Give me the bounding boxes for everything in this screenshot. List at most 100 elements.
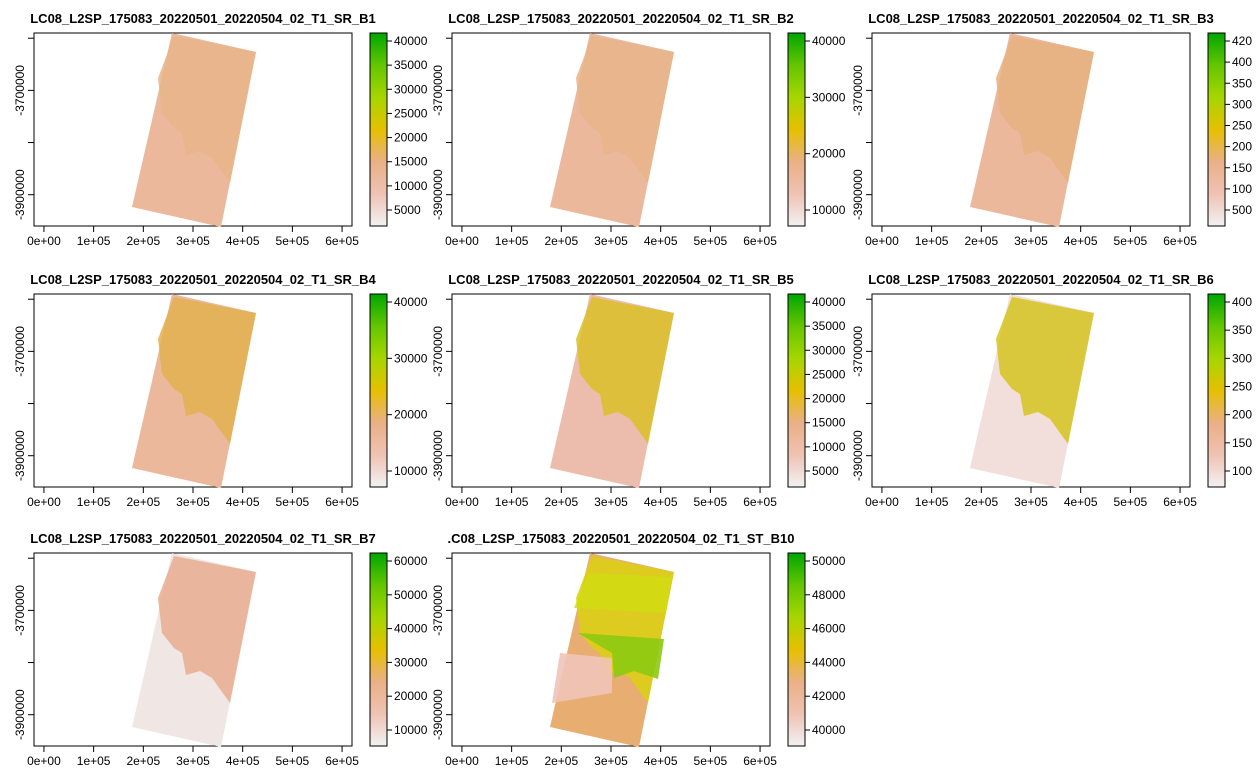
legend-tick-label: 46000 bbox=[812, 622, 846, 636]
legend-tick-label: 50000 bbox=[812, 554, 846, 568]
x-tick-label: 3e+05 bbox=[176, 754, 210, 768]
legend-colorbar bbox=[369, 32, 388, 227]
x-tick-label: 5e+05 bbox=[694, 234, 728, 248]
y-tick-label: -3900000 bbox=[431, 689, 445, 740]
legend-tick-label: 200 bbox=[1232, 140, 1252, 154]
x-tick-label: 0e+00 bbox=[445, 754, 479, 768]
legend-colorbar bbox=[787, 32, 806, 227]
legend-tick-label: 15000 bbox=[394, 155, 428, 169]
legend-tick-label: 200 bbox=[1232, 408, 1252, 422]
legend-tick-label: 420 bbox=[1232, 34, 1252, 48]
y-tick-label: -3700000 bbox=[13, 585, 27, 636]
legend-tick-label: 30000 bbox=[812, 343, 846, 357]
x-tick-label: 1e+05 bbox=[915, 495, 949, 509]
x-tick-label: 0e+00 bbox=[445, 234, 479, 248]
x-tick-label: 5e+05 bbox=[276, 495, 310, 509]
cool-ocean-patch bbox=[552, 653, 612, 703]
legend-tick-label: 150 bbox=[1232, 436, 1252, 450]
legend-tick-label: 20000 bbox=[812, 147, 846, 161]
legend-tick-label: 100 bbox=[1232, 182, 1252, 196]
x-tick-label: 1e+05 bbox=[495, 495, 529, 509]
x-tick-label: 3e+05 bbox=[594, 754, 628, 768]
legend-tick-label: 40000 bbox=[812, 723, 846, 737]
legend-tick-label: 400 bbox=[1232, 295, 1252, 309]
land-area bbox=[158, 297, 256, 444]
legend-tick-label: 40000 bbox=[394, 34, 428, 48]
x-tick-label: 6e+05 bbox=[743, 234, 777, 248]
x-tick-label: 2e+05 bbox=[964, 234, 998, 248]
legend-tick-label: 10000 bbox=[394, 464, 428, 478]
x-tick-label: 2e+05 bbox=[126, 495, 160, 509]
x-tick-label: 4e+05 bbox=[1064, 234, 1098, 248]
x-tick-label: 1e+05 bbox=[77, 754, 111, 768]
x-tick-label: 4e+05 bbox=[1064, 495, 1098, 509]
legend-tick-label: 500 bbox=[1232, 203, 1252, 217]
land-area bbox=[996, 297, 1094, 444]
x-tick-label: 5e+05 bbox=[1114, 234, 1148, 248]
x-tick-label: 0e+00 bbox=[445, 495, 479, 509]
legend-colorbar bbox=[1207, 293, 1226, 488]
legend-tick-label: 10000 bbox=[394, 723, 428, 737]
panel-title: LC08_L2SP_175083_20220501_20220504_02_T1… bbox=[448, 11, 794, 26]
x-tick-label: 5e+05 bbox=[276, 234, 310, 248]
legend-tick-label: 25000 bbox=[394, 106, 428, 120]
legend-tick-label: 5000 bbox=[812, 464, 839, 478]
land-area bbox=[996, 36, 1094, 183]
legend-tick-label: 20000 bbox=[394, 131, 428, 145]
x-tick-label: 3e+05 bbox=[176, 495, 210, 509]
legend-tick-label: 250 bbox=[1232, 119, 1252, 133]
legend-colorbar bbox=[787, 293, 806, 488]
x-tick-label: 0e+00 bbox=[865, 495, 899, 509]
band-panel-3: LC08_L2SP_175083_20220501_20220504_02_T1… bbox=[851, 11, 1252, 248]
x-tick-label: 3e+05 bbox=[594, 495, 628, 509]
band-panel-4: LC08_L2SP_175083_20220501_20220504_02_T1… bbox=[13, 272, 428, 509]
y-tick-label: -3900000 bbox=[431, 169, 445, 220]
panel-title: LC08_L2SP_175083_20220501_20220504_02_T1… bbox=[868, 11, 1214, 26]
x-tick-label: 4e+05 bbox=[226, 754, 260, 768]
legend-tick-label: 25000 bbox=[812, 367, 846, 381]
legend-tick-label: 20000 bbox=[394, 689, 428, 703]
legend-tick-label: 20000 bbox=[812, 392, 846, 406]
x-tick-label: 4e+05 bbox=[226, 234, 260, 248]
y-tick-label: -3900000 bbox=[431, 430, 445, 481]
x-tick-label: 6e+05 bbox=[743, 754, 777, 768]
x-tick-label: 3e+05 bbox=[176, 234, 210, 248]
legend-tick-label: 35000 bbox=[394, 58, 428, 72]
legend-colorbar bbox=[369, 552, 388, 747]
x-tick-label: 6e+05 bbox=[325, 495, 359, 509]
legend-tick-label: 40000 bbox=[394, 295, 428, 309]
x-tick-label: 1e+05 bbox=[77, 495, 111, 509]
x-tick-label: 6e+05 bbox=[1163, 495, 1197, 509]
x-tick-label: 4e+05 bbox=[644, 754, 678, 768]
legend-tick-label: 15000 bbox=[812, 416, 846, 430]
legend-tick-label: 48000 bbox=[812, 588, 846, 602]
legend-tick-label: 50000 bbox=[394, 588, 428, 602]
x-tick-label: 5e+05 bbox=[694, 754, 728, 768]
legend-tick-label: 400 bbox=[1232, 55, 1252, 69]
legend-tick-label: 350 bbox=[1232, 323, 1252, 337]
legend-tick-label: 250 bbox=[1232, 380, 1252, 394]
legend-colorbar bbox=[787, 552, 806, 747]
land-area bbox=[576, 36, 674, 183]
legend-tick-label: 30000 bbox=[394, 655, 428, 669]
y-tick-label: -3700000 bbox=[851, 65, 865, 116]
band-panel-2: LC08_L2SP_175083_20220501_20220504_02_T1… bbox=[431, 11, 846, 248]
x-tick-label: 2e+05 bbox=[544, 495, 578, 509]
northern-land bbox=[574, 573, 672, 613]
x-tick-label: 2e+05 bbox=[544, 754, 578, 768]
legend-tick-label: 35000 bbox=[812, 319, 846, 333]
y-tick-label: -3700000 bbox=[431, 65, 445, 116]
legend-colorbar bbox=[1207, 32, 1226, 227]
panel-title: LC08_L2SP_175083_20220501_20220504_02_T1… bbox=[30, 272, 376, 287]
y-tick-label: -3700000 bbox=[13, 326, 27, 377]
y-tick-label: -3900000 bbox=[851, 169, 865, 220]
panel-title: LC08_L2SP_175083_20220501_20220504_02_T1… bbox=[868, 272, 1214, 287]
x-tick-label: 5e+05 bbox=[694, 495, 728, 509]
x-tick-label: 4e+05 bbox=[644, 234, 678, 248]
x-tick-label: 1e+05 bbox=[77, 234, 111, 248]
panel-title: LC08_L2SP_175083_20220501_20220504_02_T1… bbox=[30, 531, 376, 546]
band-panel-5: LC08_L2SP_175083_20220501_20220504_02_T1… bbox=[431, 272, 846, 509]
x-tick-label: 2e+05 bbox=[126, 754, 160, 768]
band-panel-6: LC08_L2SP_175083_20220501_20220504_02_T1… bbox=[851, 272, 1252, 509]
